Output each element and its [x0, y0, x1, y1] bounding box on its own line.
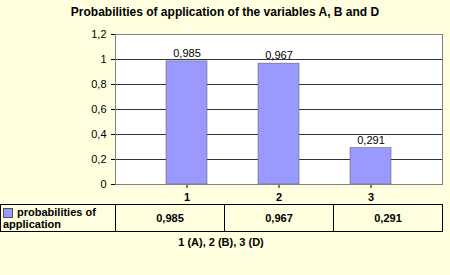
svg-text:1: 1 [100, 53, 106, 65]
html-text:Probabilities of application o: Probabilities of application of the vari… [70, 5, 380, 19]
svg-text:0,2: 0,2 [91, 153, 106, 165]
html-text:1 (A), 2 (B), 3 (D): 1 (A), 2 (B), 3 (D) [178, 236, 264, 249]
html-text:0,291: 0,291 [374, 212, 402, 224]
svg-text:0,967: 0,967 [265, 49, 293, 61]
svg-text:2: 2 [276, 191, 282, 203]
svg-text:1: 1 [184, 191, 190, 203]
svg-text:3: 3 [368, 191, 374, 203]
svg-text:0,8: 0,8 [91, 78, 106, 90]
svg-text:0,291: 0,291 [357, 134, 385, 146]
html-text:0,985: 0,985 [156, 212, 184, 224]
svg-text:0,985: 0,985 [173, 47, 201, 59]
html-text:0,967: 0,967 [265, 212, 293, 224]
svg-text:1,2: 1,2 [91, 28, 106, 40]
svg-text:0: 0 [100, 178, 106, 190]
svg-text:0,4: 0,4 [91, 128, 106, 140]
html-text:probabilities of application: probabilities of application [3, 206, 96, 231]
svg-text:0,6: 0,6 [91, 103, 106, 115]
